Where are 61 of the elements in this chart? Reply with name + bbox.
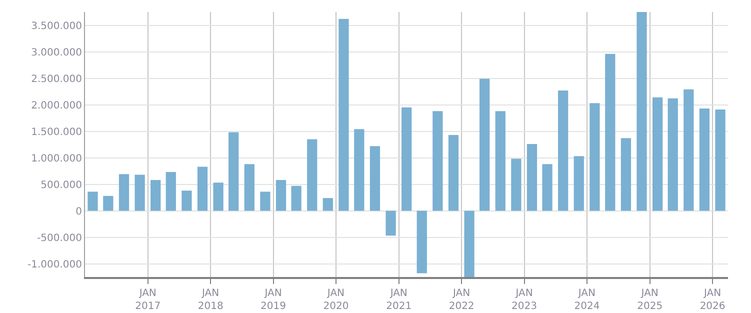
bar [480,78,490,211]
bar [150,180,161,211]
x-tick-label: JAN 2021 [386,288,412,312]
bar [636,12,647,211]
y-tick-label: -500.000 [37,232,82,244]
bar [511,158,522,211]
bar [103,196,114,211]
bar [715,110,726,211]
bar [338,18,349,211]
bar [620,138,632,211]
bar [590,103,600,211]
bar [322,198,333,211]
bar [386,210,396,236]
bar [354,129,364,211]
bar [558,90,568,211]
y-tick-label: 1.000.000 [31,153,82,164]
y-tick-label: 3.000.000 [31,47,82,58]
y-tick-label: 2.500.000 [31,74,82,85]
bar [118,174,130,211]
bar [416,210,427,274]
bar [495,111,506,211]
x-tick-label: JAN 2023 [512,288,537,312]
x-tick-label: JAN 2026 [700,288,726,312]
x-tick-label: JAN 2020 [323,288,349,312]
bar [526,144,538,211]
bar [574,156,584,211]
bar [197,166,208,211]
bar [402,107,412,211]
bar [88,192,98,211]
bar [542,164,552,211]
y-tick-label: 2.000.000 [31,100,82,112]
bar [307,139,318,211]
y-tick-label: 1.500.000 [31,126,82,138]
bar [228,132,239,211]
x-tick-label: JAN 2022 [448,288,474,312]
bar [166,172,176,211]
x-tick-label: JAN 2025 [637,288,663,312]
bar [652,97,663,211]
bar [276,180,286,211]
x-tick-label: JAN 2024 [574,288,600,312]
bar [448,134,459,211]
y-tick-label: 0 [76,206,82,218]
bar [684,89,694,211]
y-tick-label: 500.000 [40,180,82,191]
bar [699,108,710,211]
y-tick-label: 3.500.000 [31,20,82,32]
bar [134,174,145,211]
bar [370,146,380,211]
bar [432,111,443,211]
x-tick-label: JAN 2019 [260,288,286,312]
bar [244,164,254,211]
bar [668,98,678,211]
bar [464,210,474,277]
x-tick-label: JAN 2017 [135,288,161,312]
bar [605,54,616,211]
x-tick-label: JAN 2018 [198,288,224,312]
bar [182,190,192,211]
y-tick-label: -1.000.000 [27,259,82,270]
bar [260,192,270,211]
bar [291,186,302,211]
bar [213,182,224,211]
